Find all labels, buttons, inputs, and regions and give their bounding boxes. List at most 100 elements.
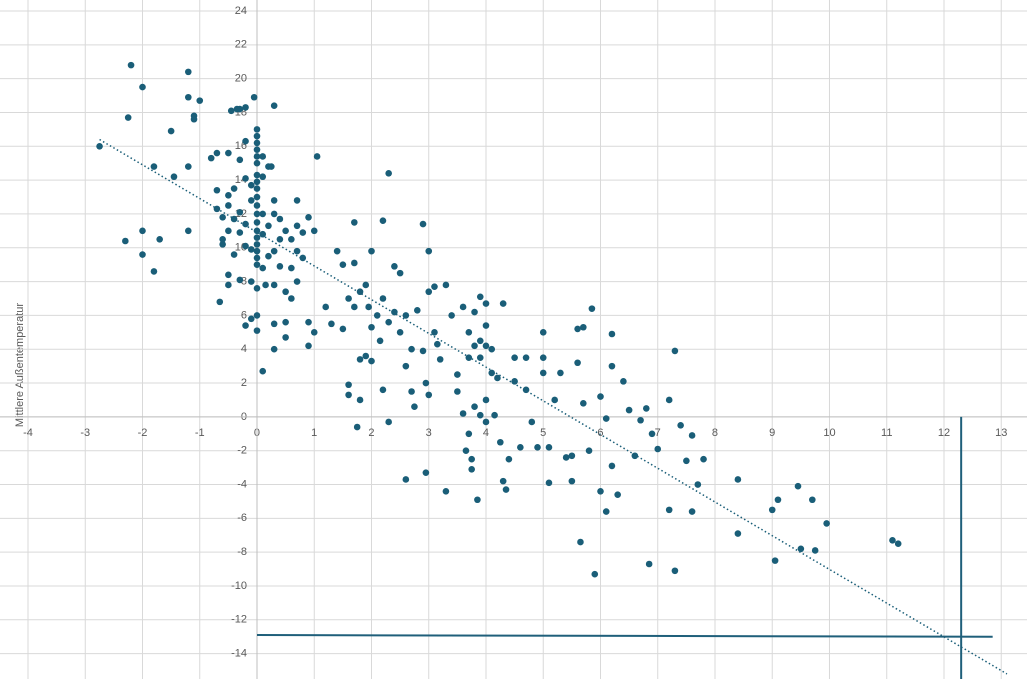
point: [305, 342, 312, 350]
point: [356, 356, 364, 363]
y-tick-label: -2: [237, 445, 247, 457]
point: [150, 268, 158, 275]
point: [671, 567, 679, 575]
point: [253, 132, 261, 140]
point: [454, 371, 461, 378]
point: [482, 396, 490, 404]
point: [259, 173, 267, 181]
point: [270, 281, 278, 289]
point: [648, 430, 656, 438]
point: [139, 251, 146, 258]
point: [196, 97, 204, 104]
point: [425, 391, 433, 399]
point: [539, 354, 547, 361]
point: [368, 247, 375, 255]
x-tick-label: 9: [769, 427, 775, 439]
point: [442, 281, 450, 289]
point: [683, 457, 690, 465]
point: [270, 102, 278, 110]
point: [253, 312, 261, 319]
point: [230, 185, 238, 192]
point: [688, 508, 696, 515]
point: [247, 197, 255, 204]
point: [247, 278, 255, 285]
point: [391, 263, 398, 270]
point: [313, 153, 321, 160]
point: [253, 210, 261, 218]
point: [823, 520, 830, 527]
point: [602, 415, 610, 422]
point: [253, 241, 261, 248]
point: [242, 242, 249, 250]
point: [654, 445, 662, 453]
point: [259, 367, 267, 375]
point: [637, 416, 644, 424]
point: [96, 142, 103, 150]
x-tick-label: 12: [938, 427, 950, 439]
point: [253, 193, 261, 201]
x-tick-label: 3: [426, 427, 432, 439]
point: [774, 496, 782, 504]
point: [608, 330, 616, 338]
point: [139, 227, 146, 235]
point: [262, 281, 269, 289]
point: [356, 288, 364, 296]
point: [253, 202, 261, 209]
point: [402, 362, 410, 370]
point: [476, 411, 484, 419]
point: [671, 347, 679, 355]
y-tick-label: 24: [235, 5, 247, 17]
point: [511, 378, 518, 385]
point: [213, 186, 221, 194]
y-tick-label: 2: [241, 377, 247, 389]
x-tick-label: 6: [597, 427, 603, 439]
x-tick-label: 4: [483, 427, 489, 439]
point: [396, 329, 404, 336]
point: [368, 323, 375, 331]
point: [585, 447, 593, 454]
point: [379, 295, 387, 302]
point: [247, 181, 255, 189]
point: [282, 334, 289, 341]
y-tick-label: 6: [241, 309, 247, 321]
point: [608, 362, 616, 370]
point: [362, 281, 370, 289]
point: [288, 236, 295, 243]
point: [190, 112, 198, 120]
point: [351, 259, 358, 267]
point: [345, 295, 352, 302]
point: [488, 369, 496, 377]
point: [539, 369, 547, 377]
x-tick-label: 1: [311, 427, 317, 439]
x-tick-label: 8: [712, 427, 718, 439]
point: [797, 545, 805, 553]
point: [497, 438, 504, 446]
point: [794, 482, 802, 490]
point: [310, 227, 318, 235]
point: [247, 246, 255, 253]
point: [491, 411, 498, 419]
y-tick-label: -6: [237, 512, 247, 524]
point: [645, 560, 653, 568]
reference-line: [256, 634, 993, 638]
point: [574, 359, 581, 367]
point: [459, 410, 467, 417]
point: [557, 369, 564, 377]
y-tick-label: -14: [231, 648, 247, 660]
y-tick-label: 20: [235, 73, 247, 85]
point: [734, 476, 742, 483]
point: [688, 432, 696, 439]
point: [213, 149, 221, 157]
point: [365, 303, 372, 311]
point: [396, 269, 404, 277]
point: [471, 342, 478, 350]
point: [219, 214, 226, 221]
point: [207, 154, 215, 162]
point: [577, 538, 584, 546]
point: [339, 325, 347, 333]
point: [250, 93, 258, 101]
point: [511, 354, 518, 361]
point: [242, 220, 249, 228]
point: [528, 418, 536, 426]
point: [270, 320, 278, 328]
